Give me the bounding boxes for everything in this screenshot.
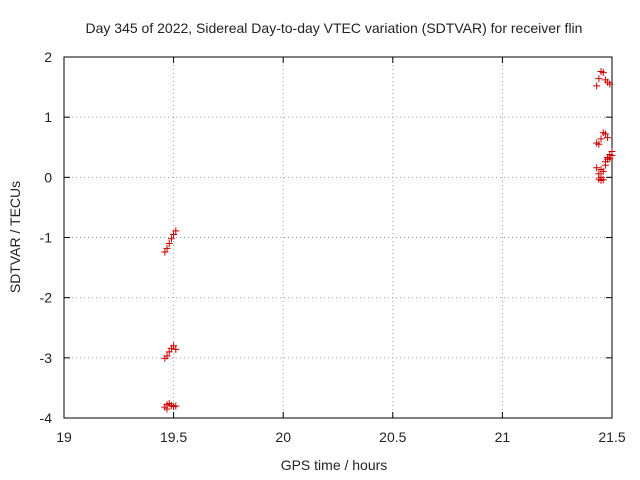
chart-title: Day 345 of 2022, Sidereal Day-to-day VTE… bbox=[86, 20, 583, 36]
y-tick-label: 0 bbox=[44, 169, 52, 185]
x-tick-label: 21 bbox=[495, 429, 511, 445]
x-axis-label: GPS time / hours bbox=[281, 457, 388, 473]
data-point bbox=[163, 244, 171, 252]
data-point bbox=[167, 235, 175, 243]
data-point bbox=[597, 135, 605, 143]
y-tick-label: -1 bbox=[40, 230, 53, 246]
data-point bbox=[163, 405, 171, 413]
data-point bbox=[163, 352, 171, 360]
data-point bbox=[593, 164, 601, 172]
data-point bbox=[165, 240, 173, 248]
data-point bbox=[172, 227, 180, 235]
data-point bbox=[595, 140, 603, 148]
data-point bbox=[601, 130, 609, 138]
data-point bbox=[606, 80, 614, 88]
x-tick-label: 20 bbox=[275, 429, 291, 445]
y-tick-label: -2 bbox=[40, 290, 53, 306]
data-point bbox=[601, 158, 609, 166]
x-tick-label: 19 bbox=[56, 429, 72, 445]
data-point bbox=[170, 342, 178, 350]
x-tick-labels: 19 19.5 20 20.5 21 21.5 bbox=[56, 429, 626, 445]
y-axis-label: SDTVAR / TECUs bbox=[7, 181, 23, 293]
data-points bbox=[161, 67, 616, 413]
data-point bbox=[604, 134, 612, 142]
data-point bbox=[608, 152, 616, 160]
data-point bbox=[597, 166, 605, 174]
data-point bbox=[595, 75, 603, 83]
y-tick-label: 2 bbox=[44, 49, 52, 65]
data-point bbox=[170, 230, 178, 238]
y-tick-label: 1 bbox=[44, 109, 52, 125]
plot-frame bbox=[63, 56, 613, 419]
data-point bbox=[599, 69, 607, 77]
y-tick-label: -3 bbox=[40, 350, 53, 366]
x-tick-label: 20.5 bbox=[379, 429, 406, 445]
data-point bbox=[161, 248, 169, 256]
data-point bbox=[172, 345, 180, 353]
data-point bbox=[165, 348, 173, 356]
x-tick-label: 19.5 bbox=[160, 429, 187, 445]
data-point bbox=[597, 176, 605, 184]
grid-lines bbox=[64, 57, 612, 418]
y-tick-label: -4 bbox=[40, 410, 53, 426]
data-point bbox=[593, 82, 601, 90]
data-point bbox=[172, 402, 180, 410]
y-tick-labels: -4 -3 -2 -1 0 1 2 bbox=[40, 49, 53, 426]
x-tick-label: 21.5 bbox=[598, 429, 625, 445]
